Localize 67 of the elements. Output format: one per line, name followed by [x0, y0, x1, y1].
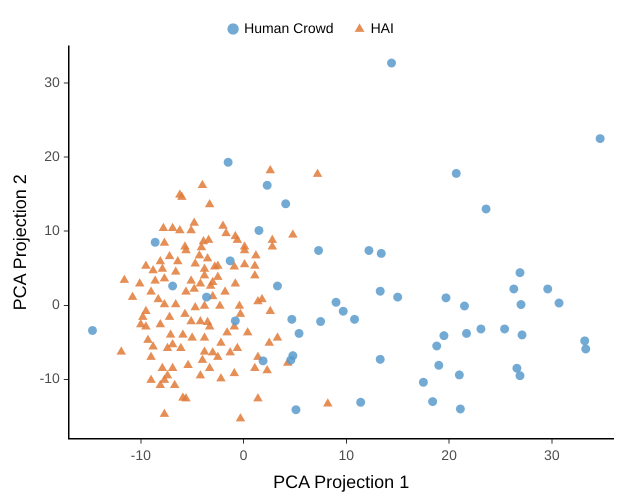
legend-label: HAI: [370, 20, 394, 36]
point: [226, 256, 235, 266]
point: [350, 314, 360, 324]
point: [291, 405, 300, 414]
point: [286, 356, 296, 365]
x-tick-label: -10: [130, 446, 152, 463]
point: [387, 58, 396, 68]
point: [230, 316, 240, 326]
point: [500, 324, 510, 334]
y-axis-title: PCA Projection 2: [10, 174, 30, 310]
point: [287, 314, 296, 324]
y-tick-label: 10: [44, 222, 60, 238]
point: [364, 246, 374, 255]
point: [462, 328, 472, 338]
x-tick-label: 20: [441, 446, 458, 463]
point: [258, 356, 268, 366]
legend-label: Human Crowd: [244, 20, 334, 36]
point: [254, 226, 264, 235]
point: [294, 328, 304, 338]
y-tick-label: 30: [44, 74, 60, 90]
point: [88, 326, 97, 335]
point: [515, 371, 524, 380]
x-axis-title: PCA Projection 1: [273, 472, 410, 492]
point: [434, 360, 444, 370]
point: [518, 330, 527, 340]
point: [439, 331, 448, 340]
point: [168, 282, 178, 291]
point: [150, 238, 160, 247]
point: [376, 354, 385, 364]
point: [356, 398, 366, 407]
point: [456, 404, 465, 414]
point: [512, 364, 522, 373]
point: [482, 204, 491, 214]
y-tick-label: 0: [52, 296, 60, 312]
point: [338, 306, 348, 316]
point: [393, 292, 402, 302]
point: [281, 199, 290, 208]
point: [543, 284, 552, 294]
point: [454, 370, 464, 380]
x-tick-label: 30: [544, 446, 560, 463]
y-tick-label: 20: [44, 148, 60, 164]
point: [452, 168, 461, 178]
point: [441, 293, 450, 302]
point: [224, 158, 233, 167]
point: [332, 298, 341, 307]
point: [262, 180, 272, 190]
point: [202, 292, 212, 302]
point: [581, 344, 590, 354]
point: [460, 302, 469, 311]
point: [376, 248, 386, 258]
point: [314, 246, 324, 255]
point: [596, 134, 605, 144]
y-tick-label: -10: [40, 370, 60, 386]
point: [272, 282, 282, 291]
x-tick-label: 0: [240, 446, 248, 463]
point: [580, 336, 590, 346]
point: [376, 286, 385, 296]
point: [554, 298, 564, 308]
point: [515, 268, 524, 278]
point: [418, 378, 428, 387]
point: [432, 342, 442, 351]
point: [509, 284, 518, 294]
point: [476, 324, 486, 334]
x-tick-label: 10: [338, 446, 354, 463]
point: [428, 397, 438, 406]
point: [516, 300, 526, 310]
point: [316, 317, 326, 326]
